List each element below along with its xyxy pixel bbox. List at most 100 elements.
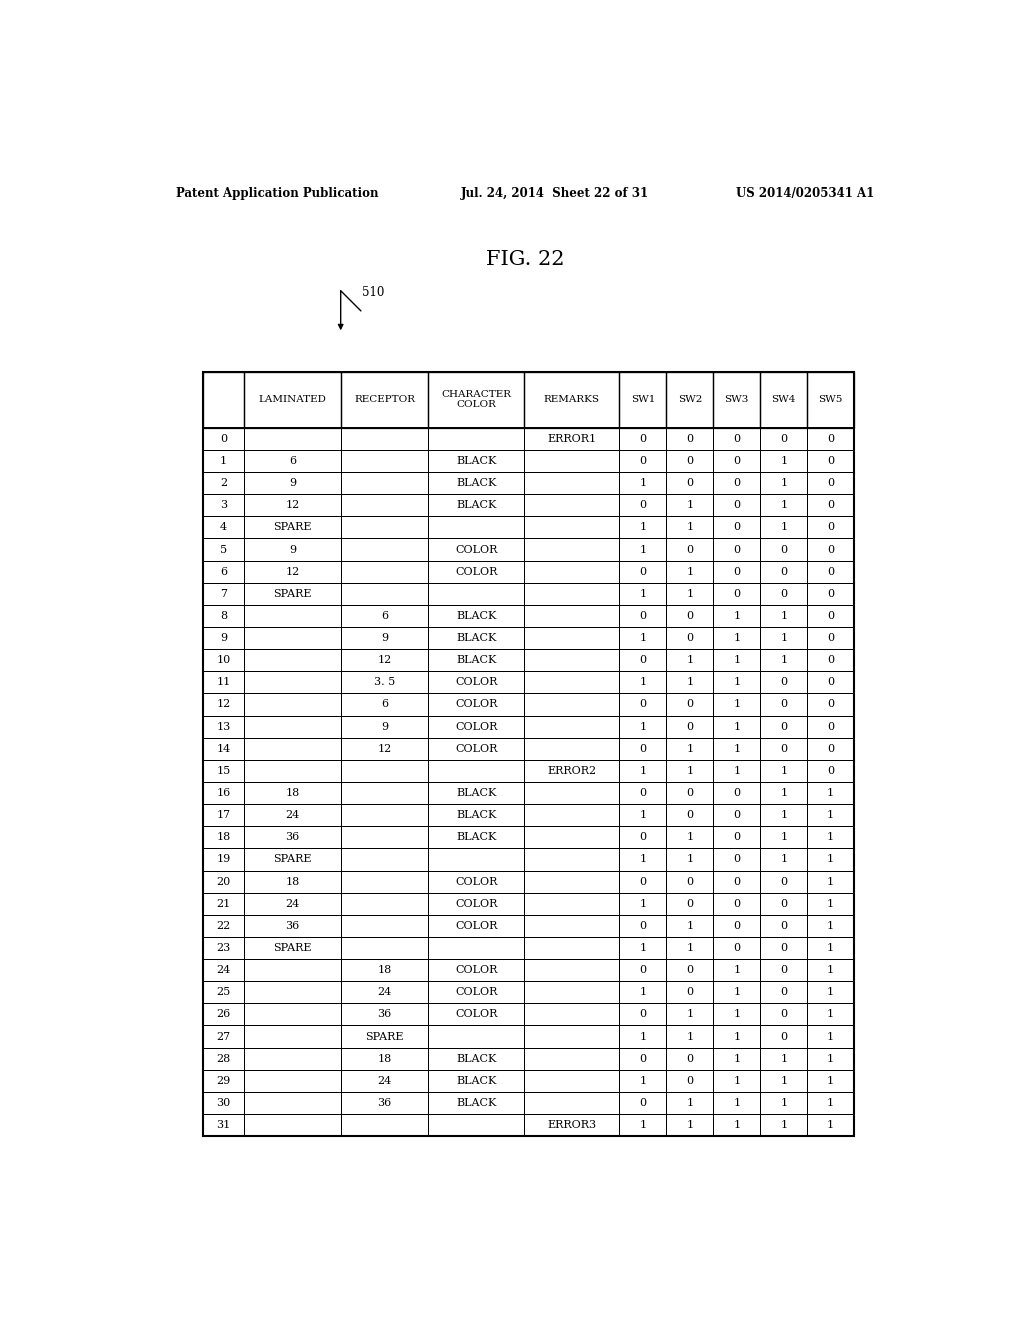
Text: 25: 25 bbox=[216, 987, 230, 998]
Text: 7: 7 bbox=[220, 589, 227, 599]
Text: 1: 1 bbox=[780, 455, 787, 466]
Text: BLACK: BLACK bbox=[456, 655, 497, 665]
Text: BLACK: BLACK bbox=[456, 810, 497, 820]
Text: COLOR: COLOR bbox=[455, 921, 498, 931]
Text: 0: 0 bbox=[733, 545, 740, 554]
Text: 3. 5: 3. 5 bbox=[374, 677, 395, 688]
Text: 1: 1 bbox=[686, 766, 693, 776]
Text: 1: 1 bbox=[220, 455, 227, 466]
Text: 14: 14 bbox=[216, 743, 230, 754]
Text: 0: 0 bbox=[639, 434, 646, 444]
Text: SW1: SW1 bbox=[631, 395, 655, 404]
Text: 1: 1 bbox=[827, 1098, 835, 1107]
Text: 24: 24 bbox=[216, 965, 230, 975]
Text: 0: 0 bbox=[686, 965, 693, 975]
Text: 0: 0 bbox=[780, 434, 787, 444]
Text: 0: 0 bbox=[639, 500, 646, 511]
Text: 17: 17 bbox=[216, 810, 230, 820]
Text: 1: 1 bbox=[639, 722, 646, 731]
Text: COLOR: COLOR bbox=[455, 722, 498, 731]
Text: 510: 510 bbox=[362, 285, 384, 298]
Text: 0: 0 bbox=[686, 1076, 693, 1086]
Text: 0: 0 bbox=[686, 700, 693, 709]
Text: 1: 1 bbox=[639, 478, 646, 488]
Text: LAMINATED: LAMINATED bbox=[258, 395, 327, 404]
Text: 18: 18 bbox=[378, 1053, 392, 1064]
Text: 1: 1 bbox=[733, 1121, 740, 1130]
Text: 1: 1 bbox=[827, 788, 835, 799]
Text: 24: 24 bbox=[378, 987, 392, 998]
Text: 8: 8 bbox=[220, 611, 227, 620]
Text: 0: 0 bbox=[780, 743, 787, 754]
Text: 0: 0 bbox=[733, 854, 740, 865]
Text: 1: 1 bbox=[827, 987, 835, 998]
Text: 1: 1 bbox=[780, 500, 787, 511]
Text: COLOR: COLOR bbox=[455, 743, 498, 754]
Text: 1: 1 bbox=[780, 1053, 787, 1064]
Text: 1: 1 bbox=[639, 545, 646, 554]
Text: 0: 0 bbox=[827, 677, 835, 688]
Text: 0: 0 bbox=[686, 611, 693, 620]
Text: 1: 1 bbox=[827, 1031, 835, 1041]
Text: 31: 31 bbox=[216, 1121, 230, 1130]
Text: 1: 1 bbox=[639, 987, 646, 998]
Text: 1: 1 bbox=[686, 1010, 693, 1019]
Text: 1: 1 bbox=[780, 810, 787, 820]
Text: 1: 1 bbox=[827, 942, 835, 953]
Text: 1: 1 bbox=[780, 788, 787, 799]
Text: 18: 18 bbox=[216, 833, 230, 842]
Text: COLOR: COLOR bbox=[455, 700, 498, 709]
Text: 0: 0 bbox=[686, 987, 693, 998]
Text: REMARKS: REMARKS bbox=[544, 395, 600, 404]
Text: 0: 0 bbox=[827, 523, 835, 532]
Text: 0: 0 bbox=[686, 722, 693, 731]
Text: 6: 6 bbox=[381, 700, 388, 709]
Text: 0: 0 bbox=[827, 455, 835, 466]
Text: 1: 1 bbox=[686, 566, 693, 577]
Text: 1: 1 bbox=[827, 921, 835, 931]
Text: 0: 0 bbox=[639, 455, 646, 466]
Text: 3: 3 bbox=[220, 500, 227, 511]
Text: 0: 0 bbox=[639, 1010, 646, 1019]
Text: 18: 18 bbox=[378, 965, 392, 975]
Text: 0: 0 bbox=[733, 942, 740, 953]
Text: 0: 0 bbox=[780, 566, 787, 577]
Text: 2: 2 bbox=[220, 478, 227, 488]
Text: 0: 0 bbox=[686, 810, 693, 820]
Text: 0: 0 bbox=[780, 545, 787, 554]
Text: 0: 0 bbox=[639, 965, 646, 975]
Text: SPARE: SPARE bbox=[273, 942, 311, 953]
Text: 16: 16 bbox=[216, 788, 230, 799]
Text: 1: 1 bbox=[686, 921, 693, 931]
Text: 0: 0 bbox=[686, 545, 693, 554]
Text: 1: 1 bbox=[827, 1076, 835, 1086]
Text: 1: 1 bbox=[733, 1098, 740, 1107]
Text: 0: 0 bbox=[733, 899, 740, 908]
Text: 0: 0 bbox=[827, 743, 835, 754]
Text: 1: 1 bbox=[733, 611, 740, 620]
Text: 0: 0 bbox=[780, 722, 787, 731]
Text: 6: 6 bbox=[289, 455, 296, 466]
Text: SW5: SW5 bbox=[818, 395, 843, 404]
Text: COLOR: COLOR bbox=[455, 965, 498, 975]
Text: 0: 0 bbox=[733, 810, 740, 820]
Text: 26: 26 bbox=[216, 1010, 230, 1019]
Text: 1: 1 bbox=[686, 743, 693, 754]
Text: 0: 0 bbox=[827, 500, 835, 511]
Text: 1: 1 bbox=[639, 523, 646, 532]
Text: 21: 21 bbox=[216, 899, 230, 908]
Text: 0: 0 bbox=[639, 566, 646, 577]
Text: 1: 1 bbox=[686, 833, 693, 842]
Text: 4: 4 bbox=[220, 523, 227, 532]
Text: 0: 0 bbox=[639, 833, 646, 842]
Text: 11: 11 bbox=[216, 677, 230, 688]
Text: COLOR: COLOR bbox=[455, 566, 498, 577]
Text: 1: 1 bbox=[827, 899, 835, 908]
Text: 0: 0 bbox=[780, 876, 787, 887]
Text: 1: 1 bbox=[780, 611, 787, 620]
Text: 0: 0 bbox=[733, 589, 740, 599]
Text: 1: 1 bbox=[733, 965, 740, 975]
Text: 0: 0 bbox=[639, 921, 646, 931]
Text: 0: 0 bbox=[733, 566, 740, 577]
Text: 24: 24 bbox=[286, 899, 300, 908]
